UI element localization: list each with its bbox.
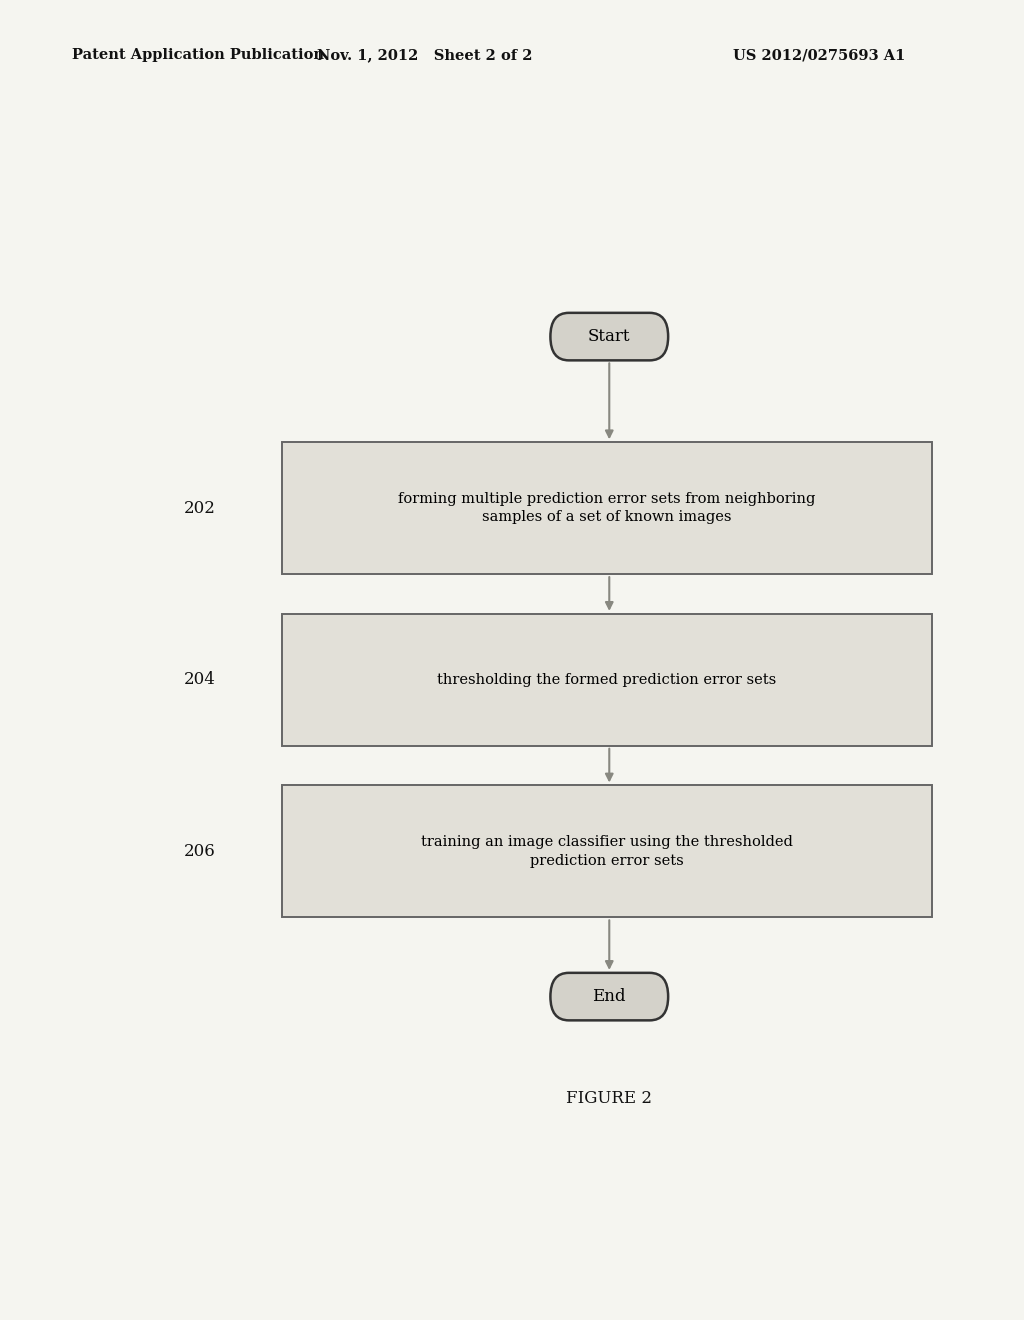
FancyBboxPatch shape xyxy=(282,785,932,917)
Text: thresholding the formed prediction error sets: thresholding the formed prediction error… xyxy=(437,673,776,686)
Text: US 2012/0275693 A1: US 2012/0275693 A1 xyxy=(733,49,905,62)
Text: forming multiple prediction error sets from neighboring
samples of a set of know: forming multiple prediction error sets f… xyxy=(398,492,815,524)
Text: Start: Start xyxy=(588,329,631,345)
Text: 206: 206 xyxy=(183,843,216,859)
FancyBboxPatch shape xyxy=(551,313,668,360)
Text: 204: 204 xyxy=(183,672,216,688)
Text: End: End xyxy=(593,989,626,1005)
Text: Patent Application Publication: Patent Application Publication xyxy=(72,49,324,62)
FancyBboxPatch shape xyxy=(282,442,932,574)
Text: 202: 202 xyxy=(183,500,216,516)
Text: FIGURE 2: FIGURE 2 xyxy=(566,1090,652,1106)
FancyBboxPatch shape xyxy=(551,973,668,1020)
Text: Nov. 1, 2012   Sheet 2 of 2: Nov. 1, 2012 Sheet 2 of 2 xyxy=(317,49,532,62)
Text: training an image classifier using the thresholded
prediction error sets: training an image classifier using the t… xyxy=(421,836,793,867)
FancyBboxPatch shape xyxy=(282,614,932,746)
